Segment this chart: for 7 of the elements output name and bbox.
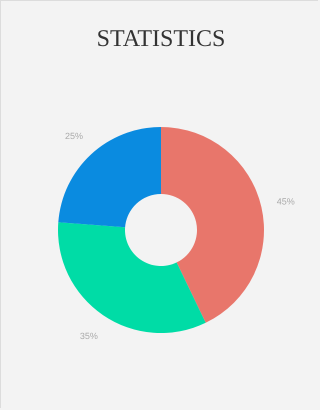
donut-slice	[58, 127, 161, 228]
data-label: 25%	[64, 131, 83, 142]
data-label: 45%	[276, 196, 295, 207]
chart-title: STATISTICS	[96, 26, 226, 52]
data-label: 35%	[80, 330, 98, 341]
donut-slice	[161, 127, 264, 323]
donut-slice	[58, 222, 206, 333]
